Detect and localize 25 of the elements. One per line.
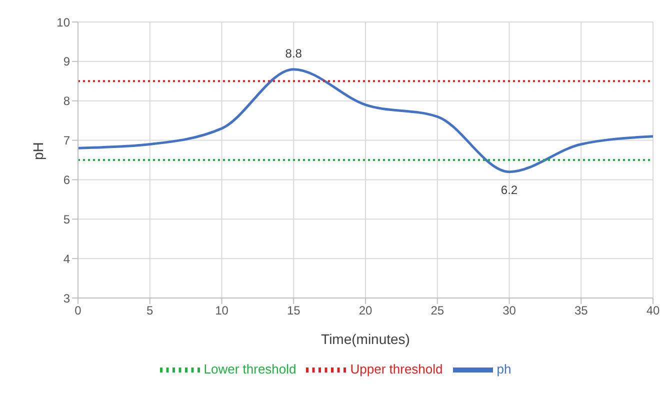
x-tick-label: 35 [574, 304, 588, 318]
y-axis-title: pH [30, 142, 46, 160]
y-tick-label: 3 [63, 291, 70, 306]
legend-label: ph [496, 361, 512, 376]
x-tick-label: 10 [215, 304, 229, 318]
x-tick-label: 30 [502, 304, 516, 318]
x-tick-label: 40 [646, 304, 660, 318]
y-tick-label: 6 [63, 172, 70, 187]
y-tick-label: 10 [56, 15, 70, 30]
legend-label: Upper threshold [350, 361, 443, 376]
x-axis-title: Time(minutes) [321, 331, 410, 347]
x-tick-label: 0 [74, 304, 82, 318]
y-tick-label: 7 [63, 134, 70, 148]
y-tick-label: 5 [63, 212, 70, 226]
data-label: 6.2 [500, 182, 518, 197]
y-tick-label: 4 [63, 252, 70, 266]
x-tick-label: 25 [430, 304, 444, 318]
x-tick-label: 15 [286, 304, 301, 318]
y-tick-label: 8 [63, 94, 70, 108]
x-tick-label: 20 [358, 304, 372, 318]
legend-label: Lower threshold [204, 361, 296, 376]
data-label: 8.8 [285, 46, 302, 60]
x-tick-label: 5 [146, 304, 154, 318]
line-series [78, 68, 653, 174]
y-tick-label: 9 [63, 54, 70, 69]
